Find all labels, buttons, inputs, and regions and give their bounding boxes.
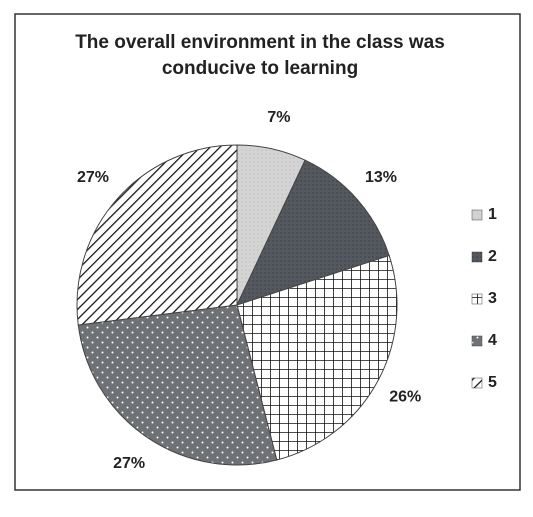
- data-label: 27%: [77, 169, 109, 186]
- pie-slice: [236, 254, 398, 461]
- chart-title: The overall environment in the class was…: [75, 32, 445, 79]
- data-label: 26%: [389, 389, 421, 406]
- legend-swatch: [471, 377, 483, 389]
- pie-slice: [77, 304, 278, 466]
- legend-swatch: [471, 251, 483, 263]
- legend-swatch: [471, 209, 483, 221]
- pie-slice: [236, 159, 390, 306]
- legend-label: 2: [488, 248, 497, 265]
- legend-swatch: [471, 335, 483, 347]
- legend-label: 1: [488, 206, 497, 223]
- data-label: 13%: [365, 169, 397, 186]
- legend-label: 5: [488, 374, 497, 391]
- legend-swatch: [471, 293, 483, 305]
- pie-slice: [76, 144, 238, 326]
- data-label: 27%: [113, 455, 145, 472]
- legend-label: 4: [488, 332, 497, 349]
- chart-border: [14, 13, 521, 491]
- data-label: 7%: [267, 109, 290, 126]
- legend-label: 3: [488, 290, 497, 307]
